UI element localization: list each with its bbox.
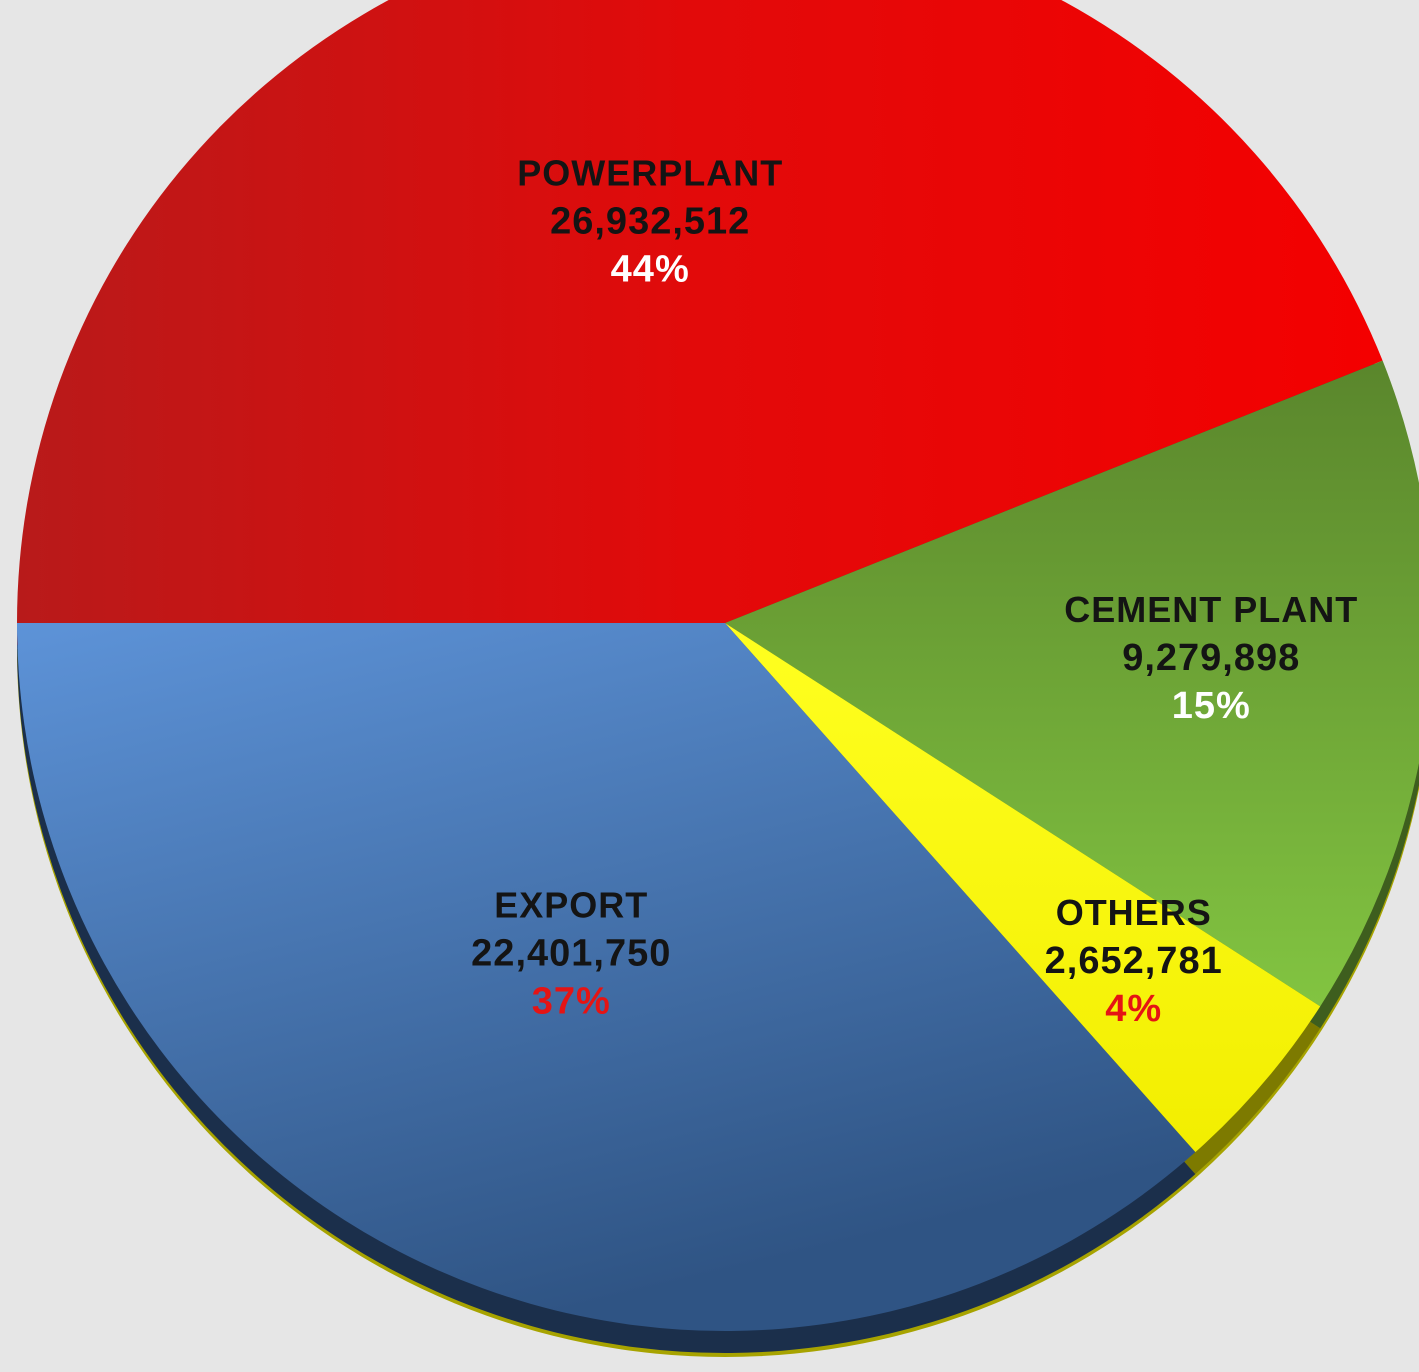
slice-percent-export: 37% xyxy=(532,980,611,1022)
slice-value-export: 22,401,750 xyxy=(471,932,671,974)
pie-slice-powerplant xyxy=(17,0,1383,623)
slice-value-others: 2,652,781 xyxy=(1045,940,1223,982)
pie-slice-others xyxy=(725,623,1321,1153)
pie-labels: POWERPLANT 26,932,512 44% CEMENT PLANT 9,279… xyxy=(471,153,1358,1030)
slice-label-cement-plant: CEMENT PLANT xyxy=(1064,589,1358,630)
slice-label-group-powerplant: POWERPLANT 26,932,512 44% xyxy=(517,153,783,291)
slice-percent-cement-plant: 15% xyxy=(1172,685,1251,727)
slice-label-group-export: EXPORT 22,401,750 37% xyxy=(471,884,671,1022)
slice-label-powerplant: POWERPLANT xyxy=(517,153,783,194)
pie-slice-export xyxy=(16,623,1196,1331)
pie-slice-cement-plant xyxy=(725,360,1419,1007)
slice-label-group-cement-plant: CEMENT PLANT 9,279,898 15% xyxy=(1064,589,1358,727)
slice-label-group-others: OTHERS 2,652,781 4% xyxy=(1045,892,1223,1030)
slice-percent-others: 4% xyxy=(1105,988,1162,1030)
pie-slices xyxy=(16,0,1419,1331)
slice-value-cement-plant: 9,279,898 xyxy=(1122,637,1300,679)
slice-label-export: EXPORT xyxy=(494,884,648,925)
slice-label-others: OTHERS xyxy=(1056,892,1212,933)
slice-percent-powerplant: 44% xyxy=(611,249,690,291)
slice-value-powerplant: 26,932,512 xyxy=(550,201,750,243)
